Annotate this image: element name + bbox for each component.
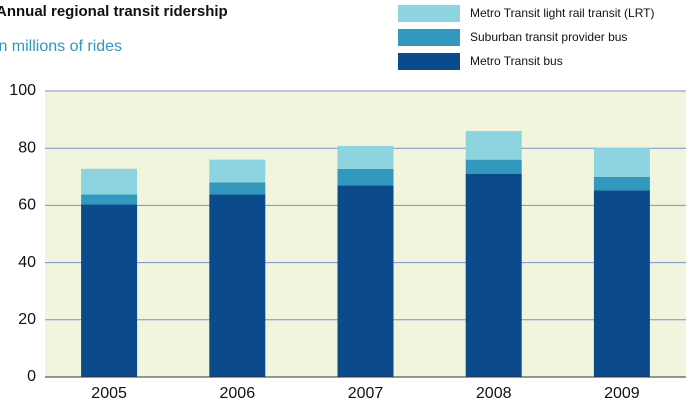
legend-label: Metro Transit bus [470,54,563,68]
legend-swatch [398,53,460,70]
x-tick-label: 2007 [348,385,384,402]
x-tick-label: 2009 [604,385,640,402]
x-tick-label: 2005 [91,385,127,402]
bar-segment [337,168,394,186]
legend-label: Suburban transit provider bus [470,30,627,44]
legend-label: Metro Transit light rail transit (LRT) [470,6,655,20]
bar-segment [465,131,522,160]
x-tick-label: 2006 [220,385,256,402]
bar-segment [337,185,394,377]
bar-segment [593,176,650,191]
bar-segment [81,194,138,205]
chart-subtitle: In millions of rides [0,38,122,55]
y-tick-label: 40 [18,254,36,271]
bar-segment [81,168,138,195]
bar-segment [593,147,650,177]
y-tick-label: 80 [18,139,36,156]
y-tick-label: 0 [27,368,36,385]
bar-segment [593,190,650,377]
bar-segment [81,204,138,377]
legend-swatch [398,29,460,46]
legend-swatch [398,5,460,22]
x-tick-label: 2008 [476,385,512,402]
bar-segment [465,173,522,377]
bar-segment [337,145,394,169]
bar-segment [209,194,266,377]
y-tick-label: 100 [9,82,36,99]
y-tick-label: 20 [18,311,36,328]
y-tick-label: 60 [18,197,36,214]
bar-segment [465,159,522,174]
bar-segment [209,159,266,183]
bar-segment [209,182,266,195]
chart-title: Annual regional transit ridership [0,3,228,20]
